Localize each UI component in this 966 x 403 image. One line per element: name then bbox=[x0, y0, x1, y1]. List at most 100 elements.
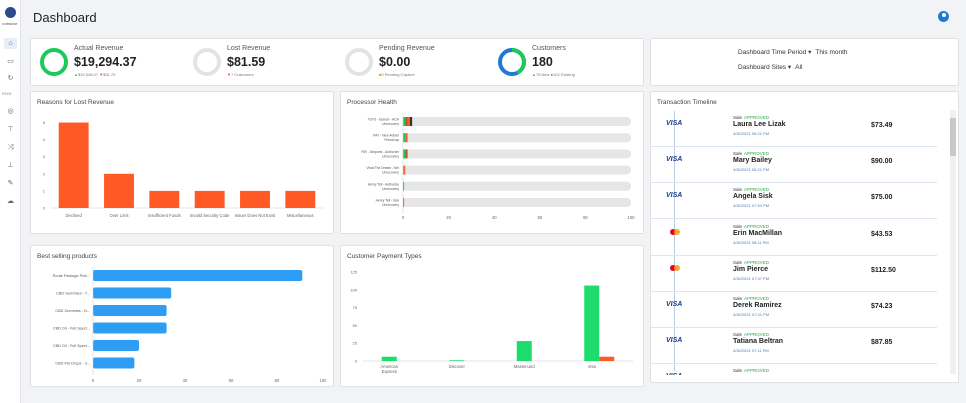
x-tick-label: Insufficient Funds bbox=[148, 213, 181, 218]
actual-revenue-ring-icon bbox=[40, 48, 68, 76]
y-tick-label: Vivat The Dream - Nel bbox=[367, 166, 400, 170]
wrench-icon[interactable]: ✎ bbox=[7, 180, 14, 187]
transaction-status: APPROVED bbox=[744, 223, 770, 229]
bar bbox=[285, 190, 316, 208]
customer-name[interactable]: Angela Sisk bbox=[733, 193, 773, 201]
customer-name[interactable]: Mary Bailey bbox=[733, 157, 772, 165]
bar-segment bbox=[403, 149, 406, 159]
y-tick-sublabel: Unrecovery bbox=[382, 154, 399, 158]
timeline-scrollbar[interactable] bbox=[950, 110, 956, 374]
kpi-label: Actual Revenue bbox=[74, 45, 124, 52]
transaction-type: Sale APPROVED bbox=[733, 224, 769, 229]
customer-name[interactable]: Erin MacMillan bbox=[733, 229, 783, 237]
transaction-type-label: Sale bbox=[733, 368, 743, 374]
cloud-icon[interactable]: ☁ bbox=[7, 198, 14, 205]
visa-icon: VISA bbox=[666, 373, 682, 375]
sitemap-icon[interactable]: ⊥ bbox=[7, 162, 14, 169]
bar bbox=[149, 190, 180, 208]
bar bbox=[58, 122, 89, 208]
transaction-date: 4/30/2021 08:11 PM bbox=[733, 239, 769, 245]
bar bbox=[93, 270, 303, 281]
bar-segment bbox=[407, 117, 410, 126]
transaction-row[interactable]: VISA Sale APPROVED Mary Bailey 4/30/2021 08:… bbox=[651, 147, 937, 184]
customer-name[interactable]: Derek Ramirez bbox=[733, 302, 782, 309]
panel-title: Customer Payment Types bbox=[347, 253, 422, 260]
bar bbox=[584, 285, 600, 361]
sites-filter[interactable]: Dashboard Sites ▾ All bbox=[738, 64, 803, 71]
bar-segment bbox=[405, 149, 408, 159]
transaction-amount: $73.49 bbox=[871, 122, 893, 129]
x-tick-label: 40 bbox=[492, 215, 497, 220]
customer-name[interactable]: Tatiana Beltran bbox=[733, 338, 784, 346]
card-icon[interactable]: ▭ bbox=[7, 58, 14, 65]
kpi-value: $81.59 bbox=[227, 55, 266, 69]
globe-icon[interactable]: ◎ bbox=[7, 108, 14, 115]
transaction-row[interactable]: VISA Sale APPROVED Tatiana Beltran 4/30/2021… bbox=[651, 328, 937, 365]
bar-segment bbox=[405, 133, 408, 143]
time-period-filter[interactable]: Dashboard Time Period ▾ This month bbox=[738, 49, 848, 56]
x-tick-label: Invalid Security Code bbox=[190, 213, 230, 218]
transaction-status: APPROVED bbox=[744, 296, 770, 301]
customer-name[interactable]: Jim Pierce bbox=[733, 265, 769, 273]
transaction-type-label: Sale bbox=[733, 296, 743, 301]
bar bbox=[449, 360, 465, 361]
refresh-icon[interactable]: ↻ bbox=[7, 75, 14, 82]
x-tick-label: 80 bbox=[583, 215, 588, 220]
kpi-label: Pending Revenue bbox=[379, 45, 435, 52]
bar bbox=[381, 356, 397, 361]
sites-value[interactable]: All bbox=[795, 64, 803, 71]
customers-ring-icon bbox=[498, 48, 526, 76]
lost-revenue-chart: 0 1 2 3 4 5 Declined Over Limit Insufficient Fun… bbox=[43, 120, 323, 218]
transaction-row[interactable]: VISA Sale APPROVED Angela Sisk 4/30/2021 07:… bbox=[651, 183, 937, 220]
kpi-sub: ■0 Pending Capture bbox=[379, 72, 415, 77]
y-tick-label: PAY - New Adrian bbox=[373, 134, 399, 138]
y-tick-label: 125 bbox=[350, 270, 357, 275]
y-tick-label: 100 bbox=[350, 287, 357, 292]
transaction-row[interactable]: Sale APPROVED Jim Pierce 4/30/2021 07:37 PM… bbox=[651, 256, 937, 292]
customer-name[interactable]: Laura Lee Lizak bbox=[733, 121, 786, 128]
y-tick-label: CBD Gummies - Y... bbox=[56, 292, 90, 296]
transaction-amount: $74.23 bbox=[871, 303, 893, 310]
transaction-amount: $112.50 bbox=[871, 266, 896, 274]
timeline-list: VISA Sale APPROVED Laura Lee Lizak 4/30/2021… bbox=[651, 111, 941, 375]
bar bbox=[93, 357, 135, 369]
transaction-type: Sale APPROVED bbox=[733, 151, 769, 156]
y-tick-label: 1 bbox=[43, 188, 46, 193]
user-account-icon[interactable] bbox=[938, 11, 949, 22]
mastercard-icon bbox=[670, 264, 680, 271]
transaction-date: 4/30/2021 08:21 PM bbox=[733, 131, 770, 136]
visa-icon: VISA bbox=[666, 192, 683, 200]
transaction-row[interactable]: Sale APPROVED Erin MacMillan 4/30/2021 08:1… bbox=[651, 220, 937, 256]
y-tick-label: Route Package Pick... bbox=[53, 274, 90, 278]
transaction-row[interactable]: VISA Sale APPROVED Derek Ramirez 4/30/2021 0… bbox=[651, 292, 937, 328]
bar-segment bbox=[403, 133, 406, 143]
track bbox=[403, 165, 631, 175]
filter-icon[interactable]: ⊤ bbox=[7, 126, 14, 133]
timeline-line bbox=[674, 111, 675, 371]
x-tick-label: Issuer Does Not Exist bbox=[235, 213, 276, 218]
y-tick-label: 5 bbox=[43, 120, 46, 125]
transaction-type: Sale APPROVED bbox=[733, 115, 769, 120]
time-period-value[interactable]: This month bbox=[815, 49, 848, 56]
side-rail: curbstone ⌂ ▭ ↻ PAYM ◎ ⊤ ⤨ ⊥ ✎ ☁ bbox=[0, 0, 21, 403]
transaction-status: APPROVED bbox=[744, 187, 770, 193]
scrollbar-thumb[interactable] bbox=[950, 118, 956, 156]
transaction-amount: $87.85 bbox=[871, 339, 893, 347]
logo-icon[interactable] bbox=[5, 7, 16, 18]
visa-icon: VISA bbox=[666, 120, 683, 127]
transaction-status: APPROVED bbox=[744, 151, 770, 157]
dashboard-icon[interactable]: ⌂ bbox=[4, 38, 17, 49]
y-tick-label: 25 bbox=[353, 341, 358, 346]
transaction-status: APPROVED bbox=[744, 115, 770, 120]
x-tick-label: 40 bbox=[183, 378, 188, 383]
x-tick-label: 100 bbox=[320, 378, 328, 383]
y-tick-label: Henry Tell - Nok bbox=[376, 199, 400, 203]
bar bbox=[240, 190, 270, 208]
visa-icon: VISA bbox=[666, 301, 683, 308]
shuffle-icon[interactable]: ⤨ bbox=[7, 144, 14, 151]
panel-title: Reasons for Lost Revenue bbox=[37, 99, 114, 106]
track bbox=[403, 181, 631, 191]
transaction-row[interactable]: VISA Sale APPROVED Laura Lee Lizak 4/30/2021… bbox=[651, 111, 937, 147]
kpi-sub: ▲$19,346.07 ▼$51.70 bbox=[74, 72, 116, 77]
